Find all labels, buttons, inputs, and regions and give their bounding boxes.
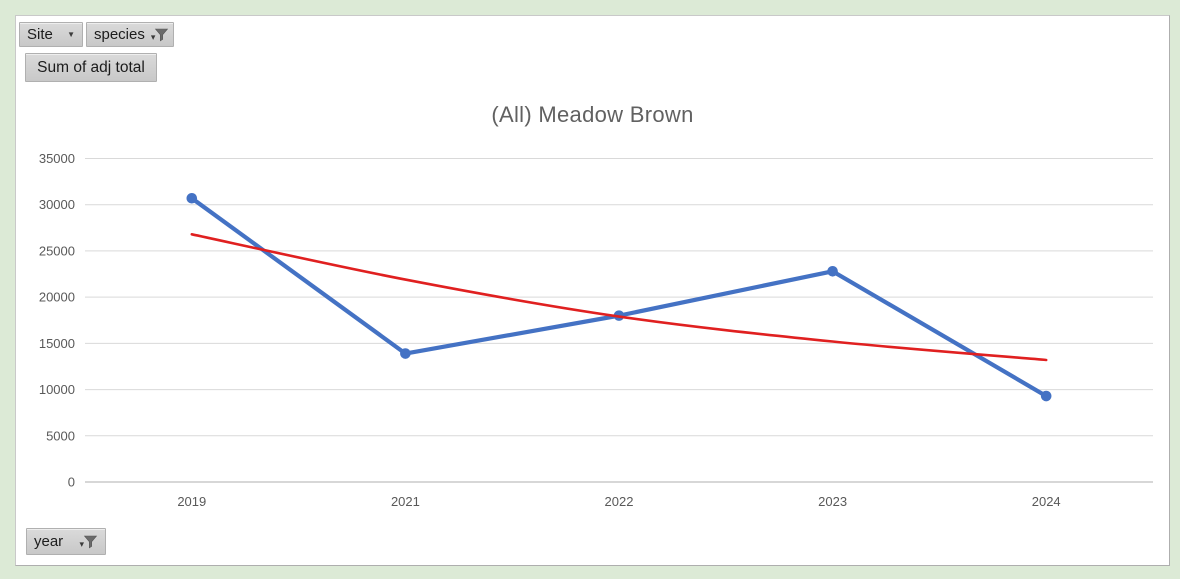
x-tick-label: 2024: [1032, 494, 1061, 509]
chart-title: (All) Meadow Brown: [491, 102, 694, 127]
data-point-marker: [186, 192, 198, 204]
y-tick-label: 10000: [39, 382, 75, 397]
chevron-down-icon: ▾: [150, 31, 156, 42]
field-button-site[interactable]: Site ▼: [19, 22, 83, 47]
funnel-icon: [155, 28, 169, 41]
y-tick-label: 15000: [39, 336, 75, 351]
trendline: [190, 232, 1048, 362]
field-button-value-label: Sum of adj total: [37, 58, 145, 76]
data-point-marker: [827, 265, 838, 277]
field-button-species-label: species: [94, 26, 145, 43]
x-tick-label: 2021: [391, 494, 420, 509]
pivot-chart[interactable]: Site ▼ species ▾ Sum of adj total (All) …: [15, 15, 1170, 566]
filter-funnel-icon: ▾: [151, 27, 170, 43]
field-button-year-label: year: [34, 533, 64, 550]
field-button-species[interactable]: species ▾: [86, 22, 174, 47]
x-tick-label: 2019: [177, 494, 206, 509]
x-tick-label: 2023: [818, 494, 847, 509]
chevron-down-icon: ▾: [79, 538, 84, 549]
x-tick-label: 2022: [605, 494, 634, 509]
chevron-down-icon: ▼: [67, 29, 75, 39]
data-point-marker: [400, 348, 411, 359]
y-tick-label: 20000: [39, 290, 75, 305]
filter-funnel-icon: ▾: [79, 534, 98, 550]
y-tick-label: 35000: [39, 151, 75, 166]
plot-area: 0 5000 10000 15000 20000 25000 30000 35000 2019 2…: [39, 151, 1153, 509]
field-button-year[interactable]: year ▾: [26, 528, 106, 555]
field-button-site-label: Site: [27, 26, 53, 43]
funnel-icon: [83, 535, 98, 548]
y-tick-label: 30000: [39, 197, 75, 212]
data-point-marker: [1040, 390, 1052, 402]
y-tick-label: 0: [68, 475, 75, 490]
y-tick-label: 5000: [46, 428, 75, 443]
y-tick-label: 25000: [39, 243, 75, 258]
field-button-value[interactable]: Sum of adj total: [25, 53, 157, 82]
